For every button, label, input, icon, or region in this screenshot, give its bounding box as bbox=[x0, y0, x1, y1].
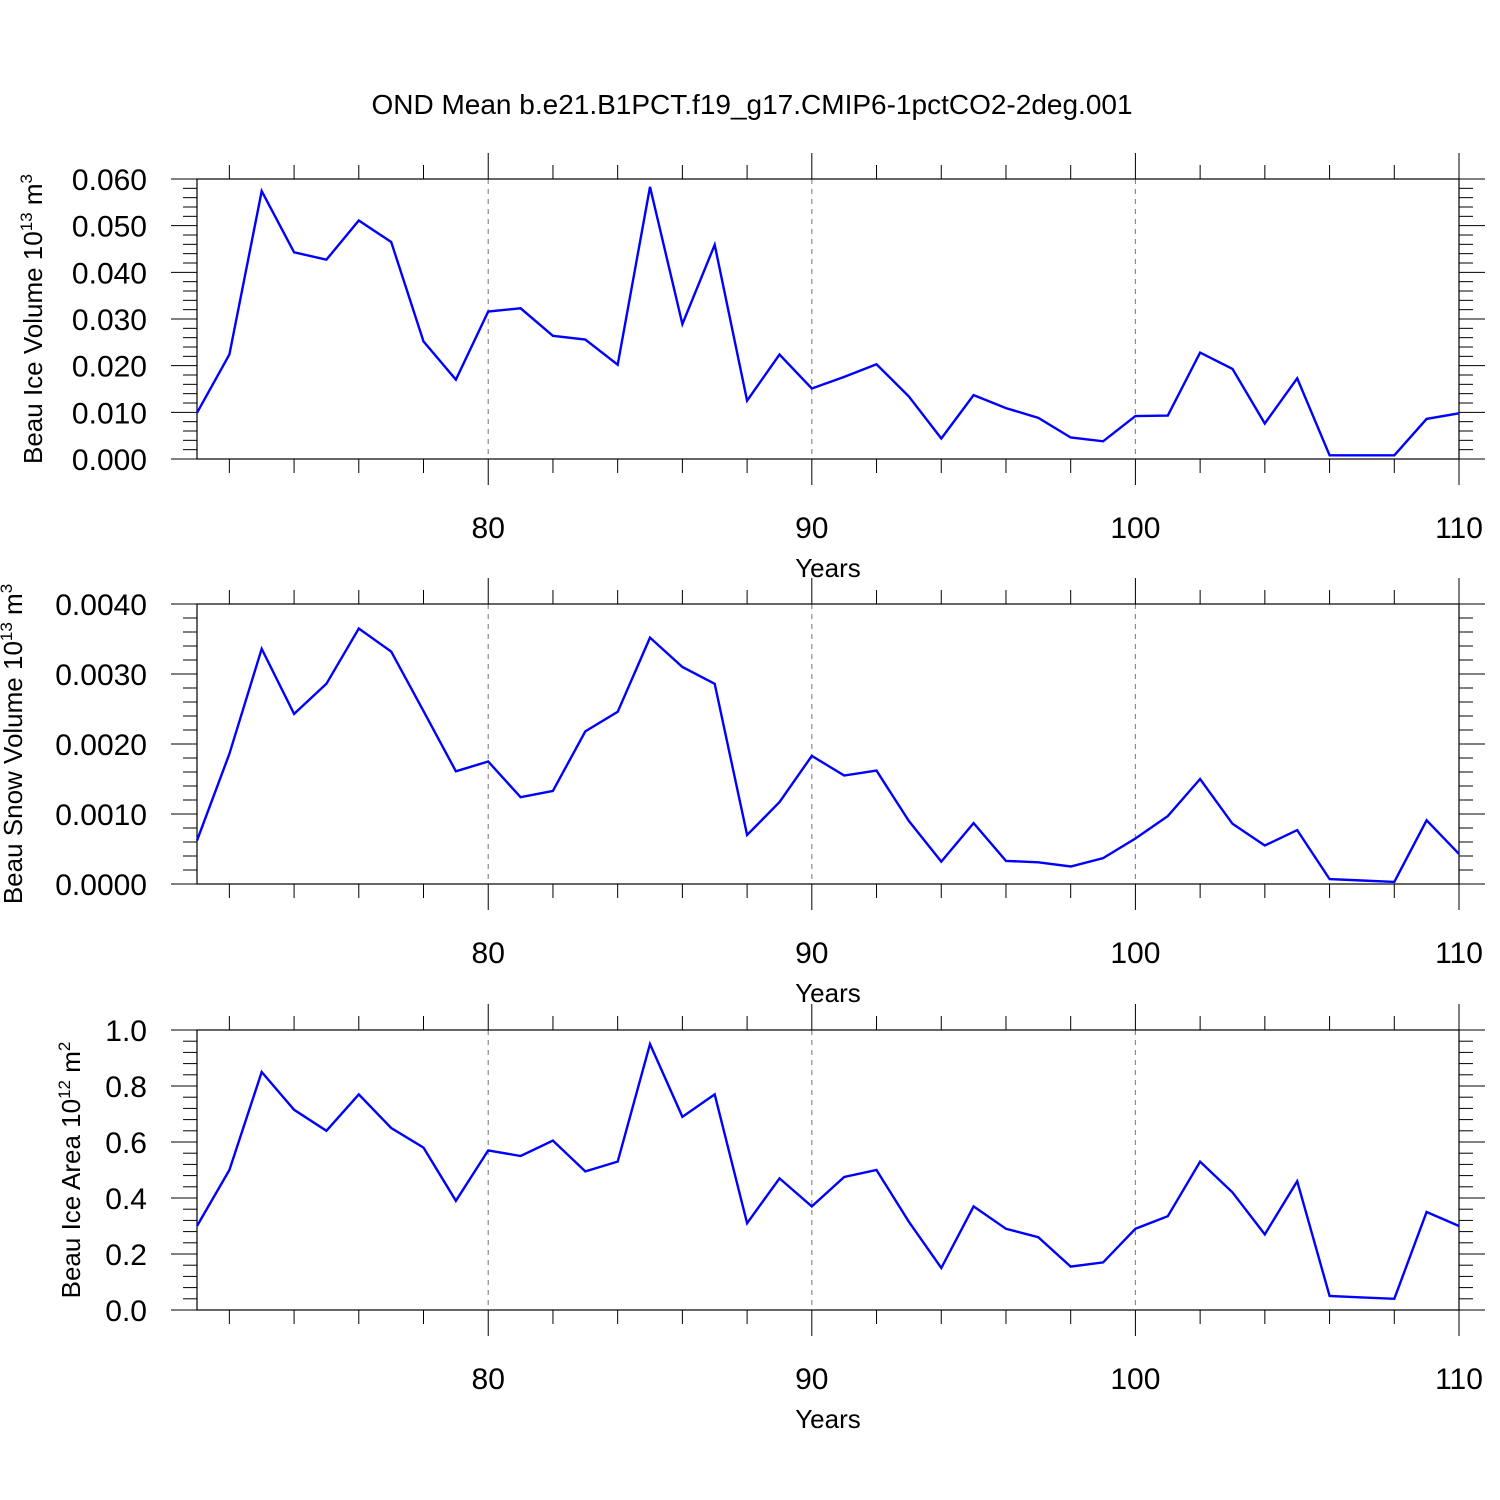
ice-volume-y-tick-label: 0.050 bbox=[72, 211, 147, 244]
ice-area-series-line bbox=[195, 1040, 1460, 1301]
ice-area-x-axis-title: Years bbox=[795, 1404, 861, 1434]
ice-area-x-tick-label: 100 bbox=[1110, 1363, 1160, 1396]
snow-volume-x-axis-title: Years bbox=[795, 978, 861, 1008]
snow-volume-x-tick-label: 110 bbox=[1435, 937, 1483, 970]
ice-volume-x-tick-label: 80 bbox=[472, 512, 505, 545]
ice-area-y-axis-title: Beau Ice Area 1012 m2 bbox=[55, 1042, 86, 1299]
snow-volume-y-tick-label: 0.0040 bbox=[55, 589, 147, 622]
ice-volume-y-tick-label: 0.000 bbox=[72, 444, 147, 477]
ice-area-y-tick-label: 0.2 bbox=[105, 1239, 147, 1272]
figure-title: OND Mean b.e21.B1PCT.f19_g17.CMIP6-1pctC… bbox=[371, 89, 1132, 120]
ice-area-y-tick-label: 0.8 bbox=[105, 1071, 147, 1104]
snow-volume-y-tick-label: 0.0000 bbox=[55, 869, 147, 902]
ice-area-plot-frame bbox=[196, 1029, 1460, 1311]
snow-volume-panel: 80 90 100 110 0.0000 0.0010 0.0020 0.0030 0.0040… bbox=[0, 578, 1485, 1008]
ice-area-y-tick-label: 0.4 bbox=[105, 1183, 147, 1216]
ice-volume-y-tick-label: 0.030 bbox=[72, 304, 147, 337]
ice-volume-series-line bbox=[195, 186, 1460, 457]
snow-volume-x-tick-label: 80 bbox=[472, 937, 505, 970]
snow-volume-x-tick-label: 90 bbox=[795, 937, 828, 970]
ice-area-x-tick-label: 80 bbox=[472, 1363, 505, 1396]
ice-area-y-tick-label: 0.0 bbox=[105, 1295, 147, 1328]
ice-area-x-tick-label: 90 bbox=[795, 1363, 828, 1396]
ice-volume-panel: 80 90 100 110 0.000 0.010 0.020 0.030 0.040 0.050… bbox=[17, 153, 1485, 583]
snow-volume-y-tick-label: 0.0010 bbox=[55, 799, 147, 832]
ice-volume-plot-frame bbox=[196, 178, 1460, 460]
snow-volume-x-tick-label: 100 bbox=[1110, 937, 1160, 970]
snow-volume-y-axis-title: Beau Snow Volume 1013 m3 bbox=[0, 584, 28, 904]
ice-volume-x-tick-label: 110 bbox=[1435, 512, 1483, 545]
ice-volume-x-axis-title: Years bbox=[795, 553, 861, 583]
ice-area-y-tick-label: 0.6 bbox=[105, 1127, 147, 1160]
ice-volume-y-tick-label: 0.010 bbox=[72, 397, 147, 430]
ice-area-x-tick-label: 110 bbox=[1435, 1363, 1483, 1396]
snow-volume-y-tick-label: 0.0020 bbox=[55, 729, 147, 762]
snow-volume-y-tick-label: 0.0030 bbox=[55, 659, 147, 692]
ice-area-panel: 80 90 100 110 0.0 0.2 0.4 0.6 0.8 1.0 Years Beau Ic… bbox=[55, 1004, 1485, 1434]
ice-volume-x-tick-label: 100 bbox=[1110, 512, 1160, 545]
snow-volume-plot-frame bbox=[196, 603, 1460, 885]
ice-volume-y-axis-title: Beau Ice Volume 1013 m3 bbox=[17, 174, 48, 464]
ice-volume-y-tick-label: 0.020 bbox=[72, 351, 147, 384]
ice-volume-y-tick-label: 0.060 bbox=[72, 164, 147, 197]
ice-area-y-tick-label: 1.0 bbox=[105, 1015, 147, 1048]
ice-volume-y-tick-label: 0.040 bbox=[72, 257, 147, 290]
snow-volume-series-line bbox=[195, 626, 1460, 884]
ice-volume-x-tick-label: 90 bbox=[795, 512, 828, 545]
